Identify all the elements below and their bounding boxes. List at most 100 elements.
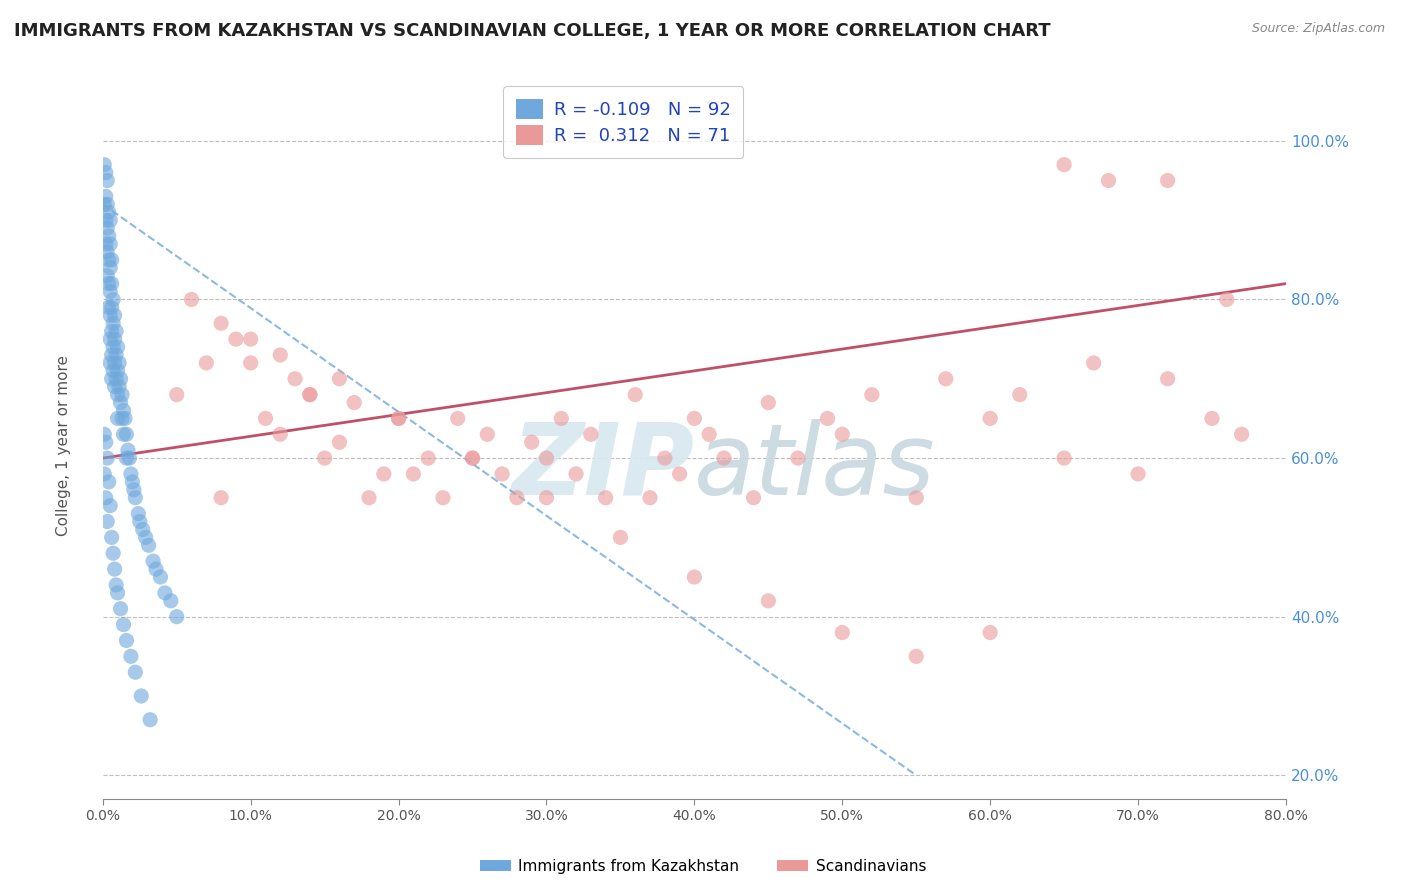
Point — [111, 411, 134, 425]
Legend: Immigrants from Kazakhstan, Scandinavians: Immigrants from Kazakhstan, Scandinavian… — [474, 853, 932, 880]
Point — [638, 491, 661, 505]
Point — [115, 427, 138, 442]
Point — [387, 411, 409, 425]
Point — [298, 387, 321, 401]
Point — [225, 332, 247, 346]
Point — [1097, 173, 1119, 187]
Point — [100, 348, 122, 362]
Point — [461, 451, 484, 466]
Point — [94, 435, 117, 450]
Point — [373, 467, 395, 481]
Text: atlas: atlas — [695, 418, 936, 516]
Point — [98, 332, 121, 346]
Point — [195, 356, 218, 370]
Point — [93, 197, 115, 211]
Point — [100, 277, 122, 291]
Point — [654, 451, 676, 466]
Point — [104, 380, 127, 394]
Point — [111, 387, 134, 401]
Point — [97, 252, 120, 267]
Point — [100, 252, 122, 267]
Point — [624, 387, 647, 401]
Point — [118, 451, 141, 466]
Point — [114, 411, 136, 425]
Point — [98, 260, 121, 275]
Text: ZIP: ZIP — [512, 418, 695, 516]
Point — [209, 491, 232, 505]
Point — [209, 316, 232, 330]
Point — [108, 380, 131, 394]
Point — [98, 213, 121, 227]
Point — [239, 332, 262, 346]
Point — [314, 451, 336, 466]
Point — [112, 617, 135, 632]
Legend: R = -0.109   N = 92, R =  0.312   N = 71: R = -0.109 N = 92, R = 0.312 N = 71 — [503, 87, 744, 158]
Point — [683, 411, 706, 425]
Text: College, 1 year or more: College, 1 year or more — [56, 356, 70, 536]
Point — [166, 609, 188, 624]
Point — [180, 293, 202, 307]
Point — [98, 285, 121, 299]
Point — [860, 387, 883, 401]
Point — [979, 625, 1001, 640]
Point — [418, 451, 440, 466]
Point — [668, 467, 690, 481]
Point — [97, 277, 120, 291]
Point — [520, 435, 543, 450]
Point — [94, 213, 117, 227]
Point — [935, 372, 957, 386]
Point — [98, 237, 121, 252]
Point — [122, 483, 145, 497]
Point — [1053, 451, 1076, 466]
Point — [1053, 158, 1076, 172]
Point — [117, 443, 139, 458]
Point — [387, 411, 409, 425]
Point — [96, 244, 118, 259]
Point — [328, 435, 350, 450]
Point — [93, 467, 115, 481]
Point — [298, 387, 321, 401]
Point — [432, 491, 454, 505]
Point — [477, 427, 499, 442]
Point — [104, 309, 127, 323]
Point — [94, 237, 117, 252]
Point — [697, 427, 720, 442]
Point — [269, 348, 291, 362]
Point — [1201, 411, 1223, 425]
Point — [565, 467, 588, 481]
Point — [104, 356, 127, 370]
Point — [461, 451, 484, 466]
Point — [101, 546, 124, 560]
Point — [96, 515, 118, 529]
Point — [1230, 427, 1253, 442]
Point — [97, 301, 120, 315]
Point — [138, 538, 160, 552]
Point — [115, 633, 138, 648]
Point — [536, 491, 558, 505]
Point — [105, 348, 128, 362]
Point — [96, 268, 118, 283]
Point — [506, 491, 529, 505]
Point — [110, 395, 132, 409]
Point — [166, 387, 188, 401]
Point — [107, 387, 129, 401]
Point — [239, 356, 262, 370]
Point — [1126, 467, 1149, 481]
Point — [128, 515, 150, 529]
Point — [609, 530, 631, 544]
Point — [110, 372, 132, 386]
Point — [96, 197, 118, 211]
Point — [105, 578, 128, 592]
Point — [98, 309, 121, 323]
Point — [104, 562, 127, 576]
Point — [139, 713, 162, 727]
Point — [115, 451, 138, 466]
Point — [107, 364, 129, 378]
Point — [905, 649, 928, 664]
Point — [1083, 356, 1105, 370]
Point — [100, 530, 122, 544]
Point — [96, 173, 118, 187]
Point — [357, 491, 380, 505]
Point — [94, 165, 117, 179]
Point — [127, 507, 149, 521]
